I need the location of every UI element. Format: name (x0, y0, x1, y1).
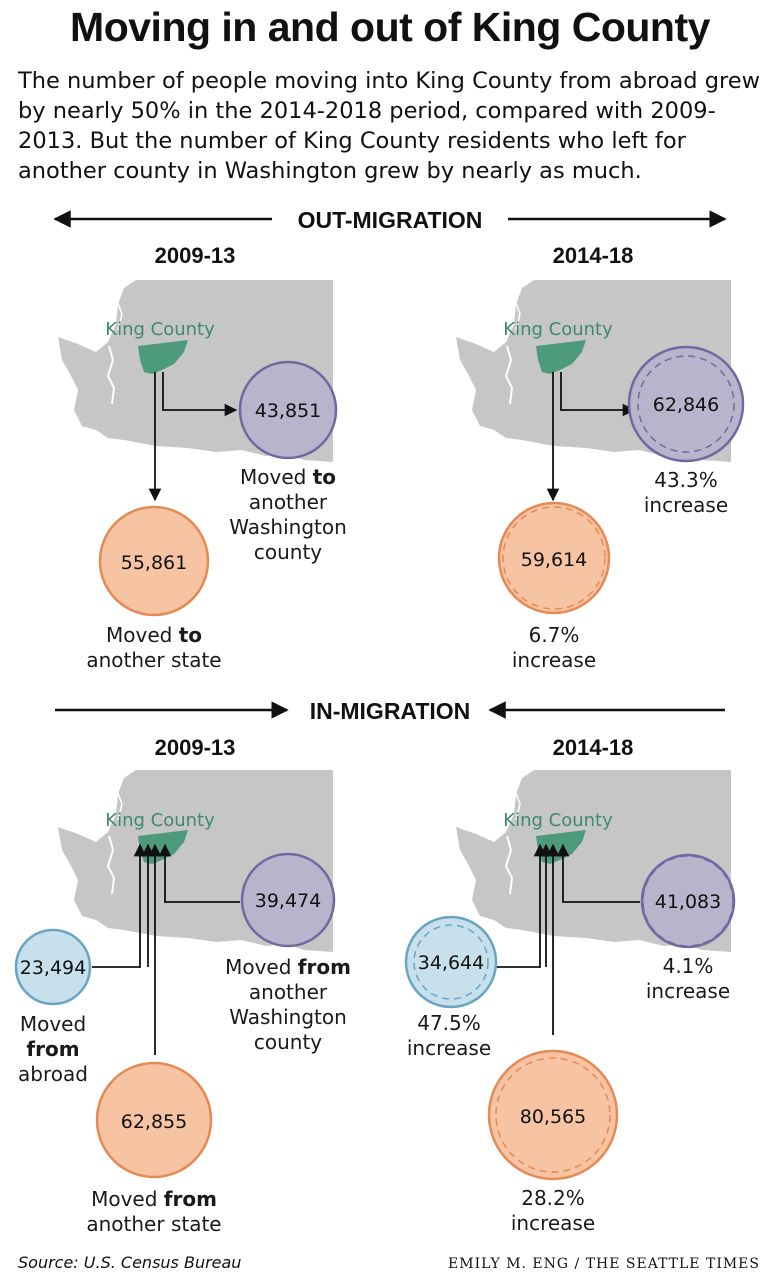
wa-county-label-line: 43.3% (654, 468, 718, 492)
abroad-circle-previous-size (413, 924, 489, 1000)
other-state-circle-circle (487, 1049, 619, 1181)
king-county-label: King County (503, 810, 613, 831)
wa-county-circle-circle (640, 853, 736, 949)
arrow-from-wa-county (158, 843, 240, 903)
in-migration-header: IN-MIGRATION (55, 698, 725, 724)
abroad-circle (404, 915, 498, 1009)
wa-county-circle (627, 345, 745, 463)
other-state-circle-circle (95, 1061, 213, 1179)
wa-county-label-line: county (254, 540, 322, 564)
puget-sound (504, 345, 514, 405)
puget-sound (106, 345, 116, 405)
source-note: Source: U.S. Census Bureau (18, 1253, 242, 1272)
wa-county-circle-circle (238, 360, 338, 460)
credit-line: EMILY M. ENG / THE SEATTLE TIMES (448, 1256, 760, 1272)
panel-year: 2009-13 (155, 243, 236, 268)
wa-county-circle (240, 852, 336, 948)
wa-county-value: 62,846 (653, 394, 719, 416)
wa-county-value: 41,083 (655, 891, 721, 913)
wa-county-label-line: increase (646, 979, 730, 1003)
arrow-from-abroad (92, 843, 147, 968)
other-state-label-line: another state (86, 648, 221, 672)
other-state-value: 59,614 (521, 549, 587, 571)
king-county-shape (536, 340, 586, 374)
other-state-value: 80,565 (520, 1106, 586, 1128)
abroad-label-line: increase (407, 1036, 491, 1060)
wa-county-label-line: Washington (229, 515, 347, 539)
king-county-label: King County (105, 319, 215, 340)
puget-sound (106, 835, 116, 895)
arrow-to-wa-county (162, 372, 238, 417)
islands (513, 787, 521, 821)
panel-year: 2014-18 (553, 735, 634, 760)
wa-county-label-line: Washington (229, 1005, 347, 1029)
out-migration-heading: OUT-MIGRATION (298, 207, 483, 233)
other-state-value: 55,861 (121, 552, 187, 574)
abroad-value: 23,494 (20, 957, 86, 979)
wa-county-label-line: Moved from (225, 955, 351, 979)
other-state-circle (98, 505, 210, 617)
wa-county-label-line: another (249, 980, 328, 1004)
other-state-circle-previous-size (502, 506, 606, 610)
wa-county-circle-circle (627, 345, 745, 463)
arrow-from-abroad (496, 843, 547, 968)
wa-county-circle-previous-size (642, 855, 734, 947)
puget-sound (504, 835, 514, 895)
other-state-circle-previous-size (495, 1057, 611, 1173)
islands (115, 297, 123, 331)
wa-county-label-line: increase (644, 493, 728, 517)
abroad-label-line: 47.5% (417, 1011, 481, 1035)
other-state-circle (487, 1049, 619, 1181)
other-state-label-line: 28.2% (521, 1186, 585, 1210)
abroad-label-line: Moved (20, 1012, 86, 1036)
king-county-shape (138, 340, 188, 374)
other-state-label-line: Moved from (91, 1187, 217, 1211)
intro-text: The number of people moving into King Co… (18, 68, 761, 184)
abroad-label-line: from (26, 1037, 79, 1061)
in-panel-2014-18: 2014-18 King County 41,083 34,644 80,565 4.1%… (404, 735, 736, 1235)
in-panel-2009-13: 2009-13 King County 39,474 23,494 62,855 Move… (14, 735, 351, 1236)
wa-county-value: 39,474 (255, 890, 321, 912)
panel-year: 2014-18 (553, 243, 634, 268)
wa-county-value: 43,851 (255, 400, 321, 422)
other-state-label-line: increase (512, 648, 596, 672)
other-state-circle (95, 1061, 213, 1179)
wa-county-circle (640, 853, 736, 949)
other-state-circle-circle (497, 501, 611, 615)
islands (115, 787, 123, 821)
wa-county-label-line: Moved to (240, 465, 336, 489)
islands (513, 297, 521, 331)
arrow-to-wa-county (560, 372, 636, 417)
out-migration-header: OUT-MIGRATION (53, 207, 727, 233)
wa-county-circle-previous-size (637, 355, 735, 453)
other-state-circle (497, 501, 611, 615)
king-county-label: King County (503, 319, 613, 340)
abroad-circle-circle (14, 928, 92, 1006)
panel-year: 2009-13 (155, 735, 236, 760)
arrow-from-wa-county (556, 843, 640, 903)
abroad-circle (14, 928, 92, 1006)
other-state-value: 62,855 (121, 1111, 187, 1133)
wa-county-label-line: county (254, 1030, 322, 1054)
other-state-label-line: 6.7% (529, 623, 580, 647)
other-state-circle-circle (98, 505, 210, 617)
wa-county-circle-circle (240, 852, 336, 948)
wa-county-label-line: 4.1% (663, 954, 714, 978)
abroad-label-line: abroad (18, 1062, 88, 1086)
wa-county-circle (238, 360, 338, 460)
page-title: Moving in and out of King County (70, 4, 710, 50)
abroad-circle-circle (404, 915, 498, 1009)
king-county-label: King County (105, 810, 215, 831)
other-state-label-line: Moved to (106, 623, 202, 647)
wa-county-label-line: another (249, 490, 328, 514)
other-state-label-line: another state (86, 1212, 221, 1236)
in-migration-heading: IN-MIGRATION (310, 698, 471, 724)
other-state-label-line: increase (511, 1211, 595, 1235)
abroad-value: 34,644 (418, 952, 484, 974)
